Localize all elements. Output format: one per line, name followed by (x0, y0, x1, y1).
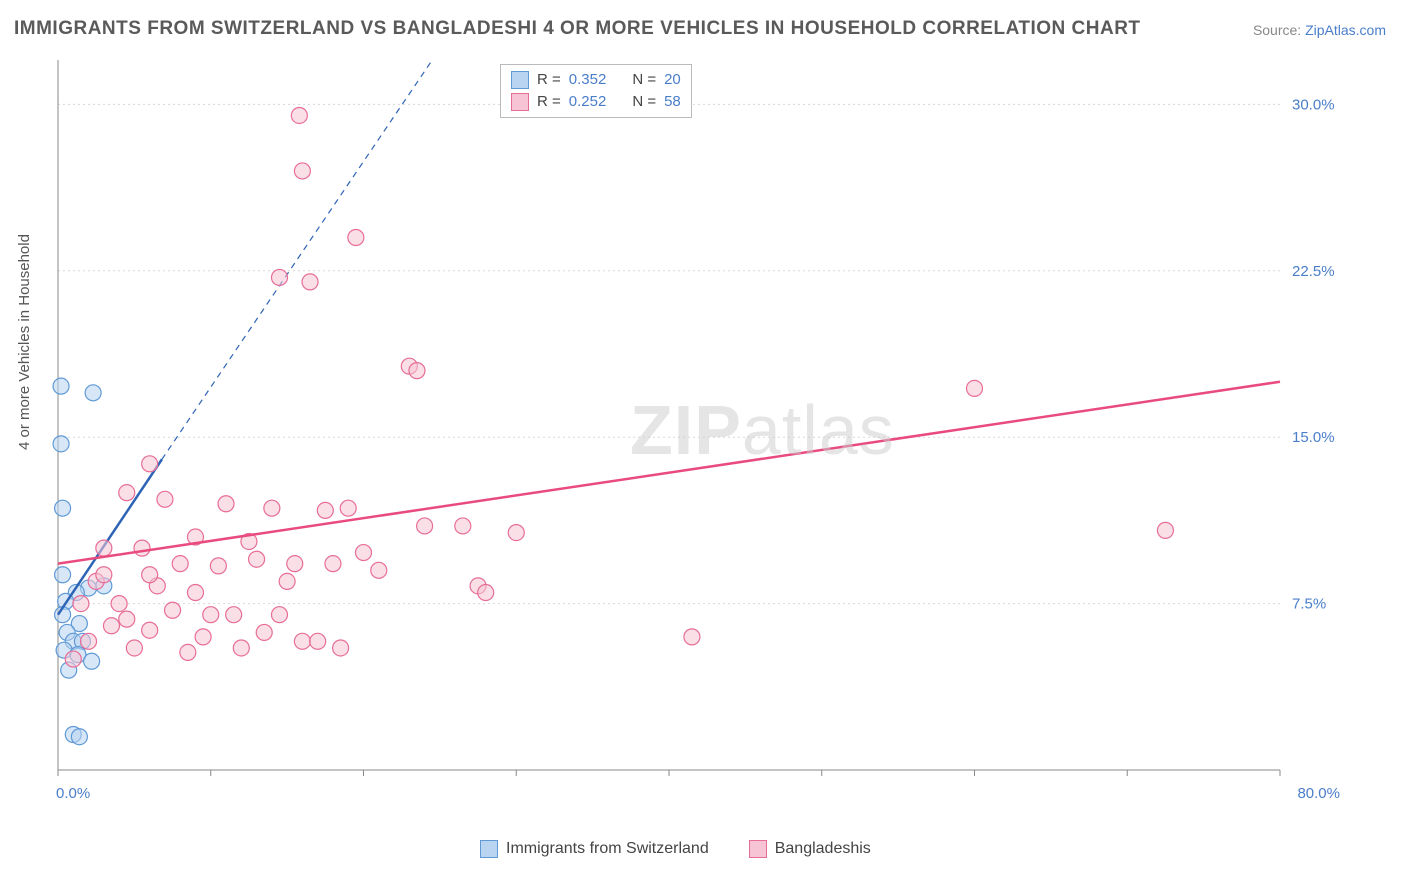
y-axis-label: 4 or more Vehicles in Household (16, 234, 33, 450)
n-value: 58 (664, 91, 681, 113)
svg-text:22.5%: 22.5% (1292, 263, 1335, 280)
legend-item-1: Bangladeshis (749, 840, 871, 858)
svg-text:30.0%: 30.0% (1292, 96, 1335, 113)
legend-row-0: R = 0.352 N = 20 (511, 69, 681, 91)
n-value: 20 (664, 69, 681, 91)
correlation-legend: R = 0.352 N = 20 R = 0.252 N = 58 (500, 64, 692, 118)
r-label: R = (537, 91, 561, 113)
n-label: N = (632, 69, 656, 91)
legend-label: Immigrants from Switzerland (506, 840, 709, 858)
r-value: 0.252 (569, 91, 607, 113)
n-label: N = (632, 91, 656, 113)
source-label: Source: (1253, 22, 1301, 38)
chart-area: 7.5%15.0%22.5%30.0%0.0%80.0% ZIPatlas R … (50, 60, 1350, 810)
svg-text:80.0%: 80.0% (1297, 785, 1340, 802)
svg-text:15.0%: 15.0% (1292, 429, 1335, 446)
swatch-icon (511, 71, 529, 89)
r-value: 0.352 (569, 69, 607, 91)
source-link[interactable]: ZipAtlas.com (1305, 22, 1386, 38)
svg-text:7.5%: 7.5% (1292, 596, 1326, 613)
legend-label: Bangladeshis (775, 840, 871, 858)
swatch-icon (749, 840, 767, 858)
svg-text:0.0%: 0.0% (56, 785, 90, 802)
swatch-icon (511, 93, 529, 111)
scatter-chart: 7.5% 15.0% 22.5% 30.0% 0.0% 80.0% (50, 60, 1350, 810)
swatch-icon (480, 840, 498, 858)
source-attribution: Source: ZipAtlas.com (1253, 22, 1386, 38)
r-label: R = (537, 69, 561, 91)
series-legend: Immigrants from Switzerland Bangladeshis (480, 840, 871, 858)
legend-item-0: Immigrants from Switzerland (480, 840, 709, 858)
chart-title: IMMIGRANTS FROM SWITZERLAND VS BANGLADES… (14, 18, 1141, 40)
legend-row-1: R = 0.252 N = 58 (511, 91, 681, 113)
